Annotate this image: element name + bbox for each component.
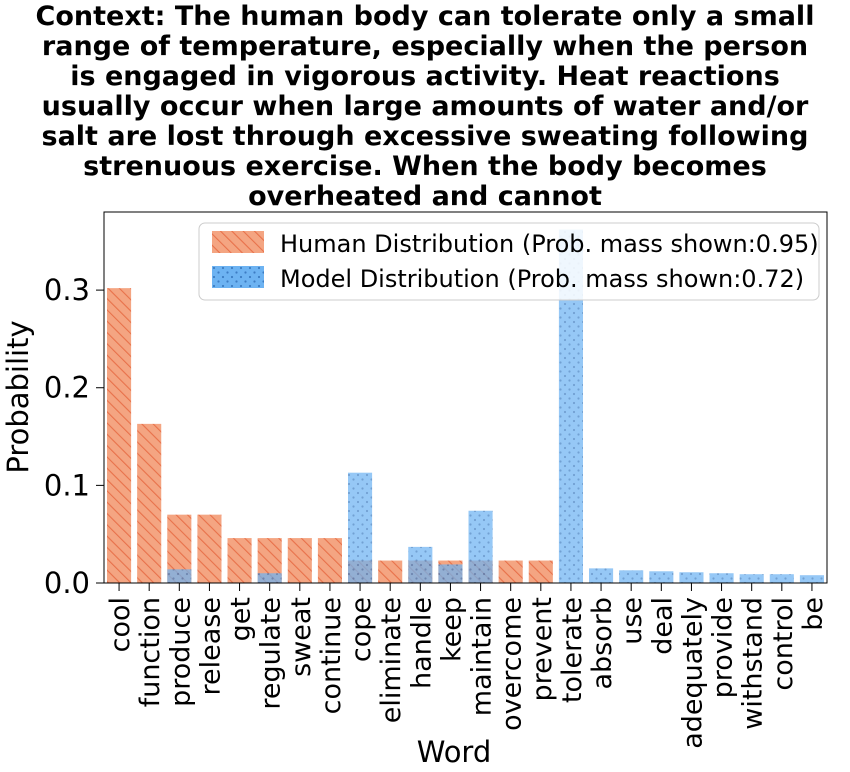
y-axis-label: Probability (1, 320, 35, 473)
x-tick-label-sweat: sweat (286, 597, 317, 677)
chart-title-line: salt are lost through excessive sweating… (41, 121, 809, 152)
x-tick-label-handle: handle (406, 597, 437, 689)
x-tick-label-absorb: absorb (587, 597, 618, 690)
x-tick-label-control: control (768, 597, 799, 691)
model-bar-regulate (257, 573, 282, 583)
human-bar-prevent (528, 560, 553, 583)
x-tick-label-overcome: overcome (497, 597, 528, 731)
legend-label-human: Human Distribution (Prob. mass shown:0.9… (280, 230, 819, 258)
chart-title-line: Context: The human body can tolerate onl… (35, 1, 815, 32)
x-tick-label-cope: cope (346, 597, 377, 662)
x-tick-label-cool: cool (105, 597, 136, 652)
x-tick-label-continue: continue (316, 597, 347, 714)
chart-title-line: usually occur when large amounts of wate… (41, 91, 809, 122)
model-bar-be (799, 575, 824, 583)
model-bar-handle (408, 546, 433, 583)
human-bar-cool (107, 288, 132, 583)
chart-title-line: range of temperature, especially when th… (41, 31, 809, 62)
x-tick-label-deal: deal (647, 597, 678, 655)
x-tick-label-regulate: regulate (256, 597, 287, 710)
legend: Human Distribution (Prob. mass shown:0.9… (198, 222, 820, 301)
model-bar-cope (348, 472, 373, 583)
x-tick-label-maintain: maintain (467, 597, 498, 716)
model-bar-produce (167, 569, 192, 583)
x-tick-label-get: get (226, 597, 257, 641)
model-bar-withstand (739, 574, 764, 583)
x-tick-label-release: release (195, 597, 226, 695)
human-bar-overcome (498, 560, 523, 583)
chart-title-line: is engaged in vigorous activity. Heat re… (70, 61, 780, 92)
x-tick-label-prevent: prevent (527, 597, 558, 702)
legend-frame (198, 222, 820, 301)
y-tick-label: 0.1 (44, 468, 90, 502)
x-axis: cool function produce release get regulate swe… (105, 583, 829, 749)
y-tick-label: 0.3 (44, 273, 90, 307)
human-bar-eliminate (378, 560, 403, 583)
plot-area-frame (103, 211, 828, 584)
human-bar-release (197, 514, 222, 583)
x-tick-label-provide: provide (708, 597, 739, 698)
human-bar-get (227, 538, 252, 583)
chart-title-line: strenuous exercise. When the body become… (83, 151, 767, 182)
human-bar-sweat (287, 538, 312, 583)
model-bar-deal (649, 571, 674, 583)
model-bar-adequately (679, 572, 704, 583)
y-axis: 0.0 0.1 0.2 0.3 (44, 273, 104, 600)
x-tick-label-be: be (798, 597, 829, 631)
x-tick-label-tolerate: tolerate (557, 597, 588, 703)
chart-title: Context: The human body can tolerate onl… (0, 2, 850, 212)
model-bar-use (619, 570, 644, 583)
model-bar-keep (438, 564, 463, 583)
human-bar-continue (317, 538, 342, 583)
model-bar-maintain (468, 510, 493, 583)
legend-label-model: Model Distribution (Prob. mass shown:0.7… (280, 265, 804, 293)
x-tick-label-eliminate: eliminate (376, 597, 407, 723)
x-tick-label-function: function (135, 597, 166, 707)
legend-swatch-model (212, 266, 264, 288)
model-bar-provide (709, 573, 734, 583)
human-bar-function (137, 423, 162, 583)
y-tick-label: 0.2 (44, 371, 90, 405)
x-tick-label-produce: produce (165, 597, 196, 707)
model-bar-absorb (589, 568, 614, 583)
legend-swatch-human (212, 231, 264, 253)
y-tick-label: 0.0 (44, 566, 90, 600)
x-axis-label: Word (417, 735, 492, 769)
chart-title-line: overheated and cannot (248, 181, 602, 212)
x-tick-label-use: use (617, 597, 648, 645)
model-bar-control (769, 574, 794, 583)
x-tick-label-keep: keep (436, 597, 467, 662)
model-distribution-bars (167, 229, 824, 583)
x-tick-label-adequately: adequately (677, 597, 708, 749)
x-tick-label-withstand: withstand (738, 597, 769, 730)
